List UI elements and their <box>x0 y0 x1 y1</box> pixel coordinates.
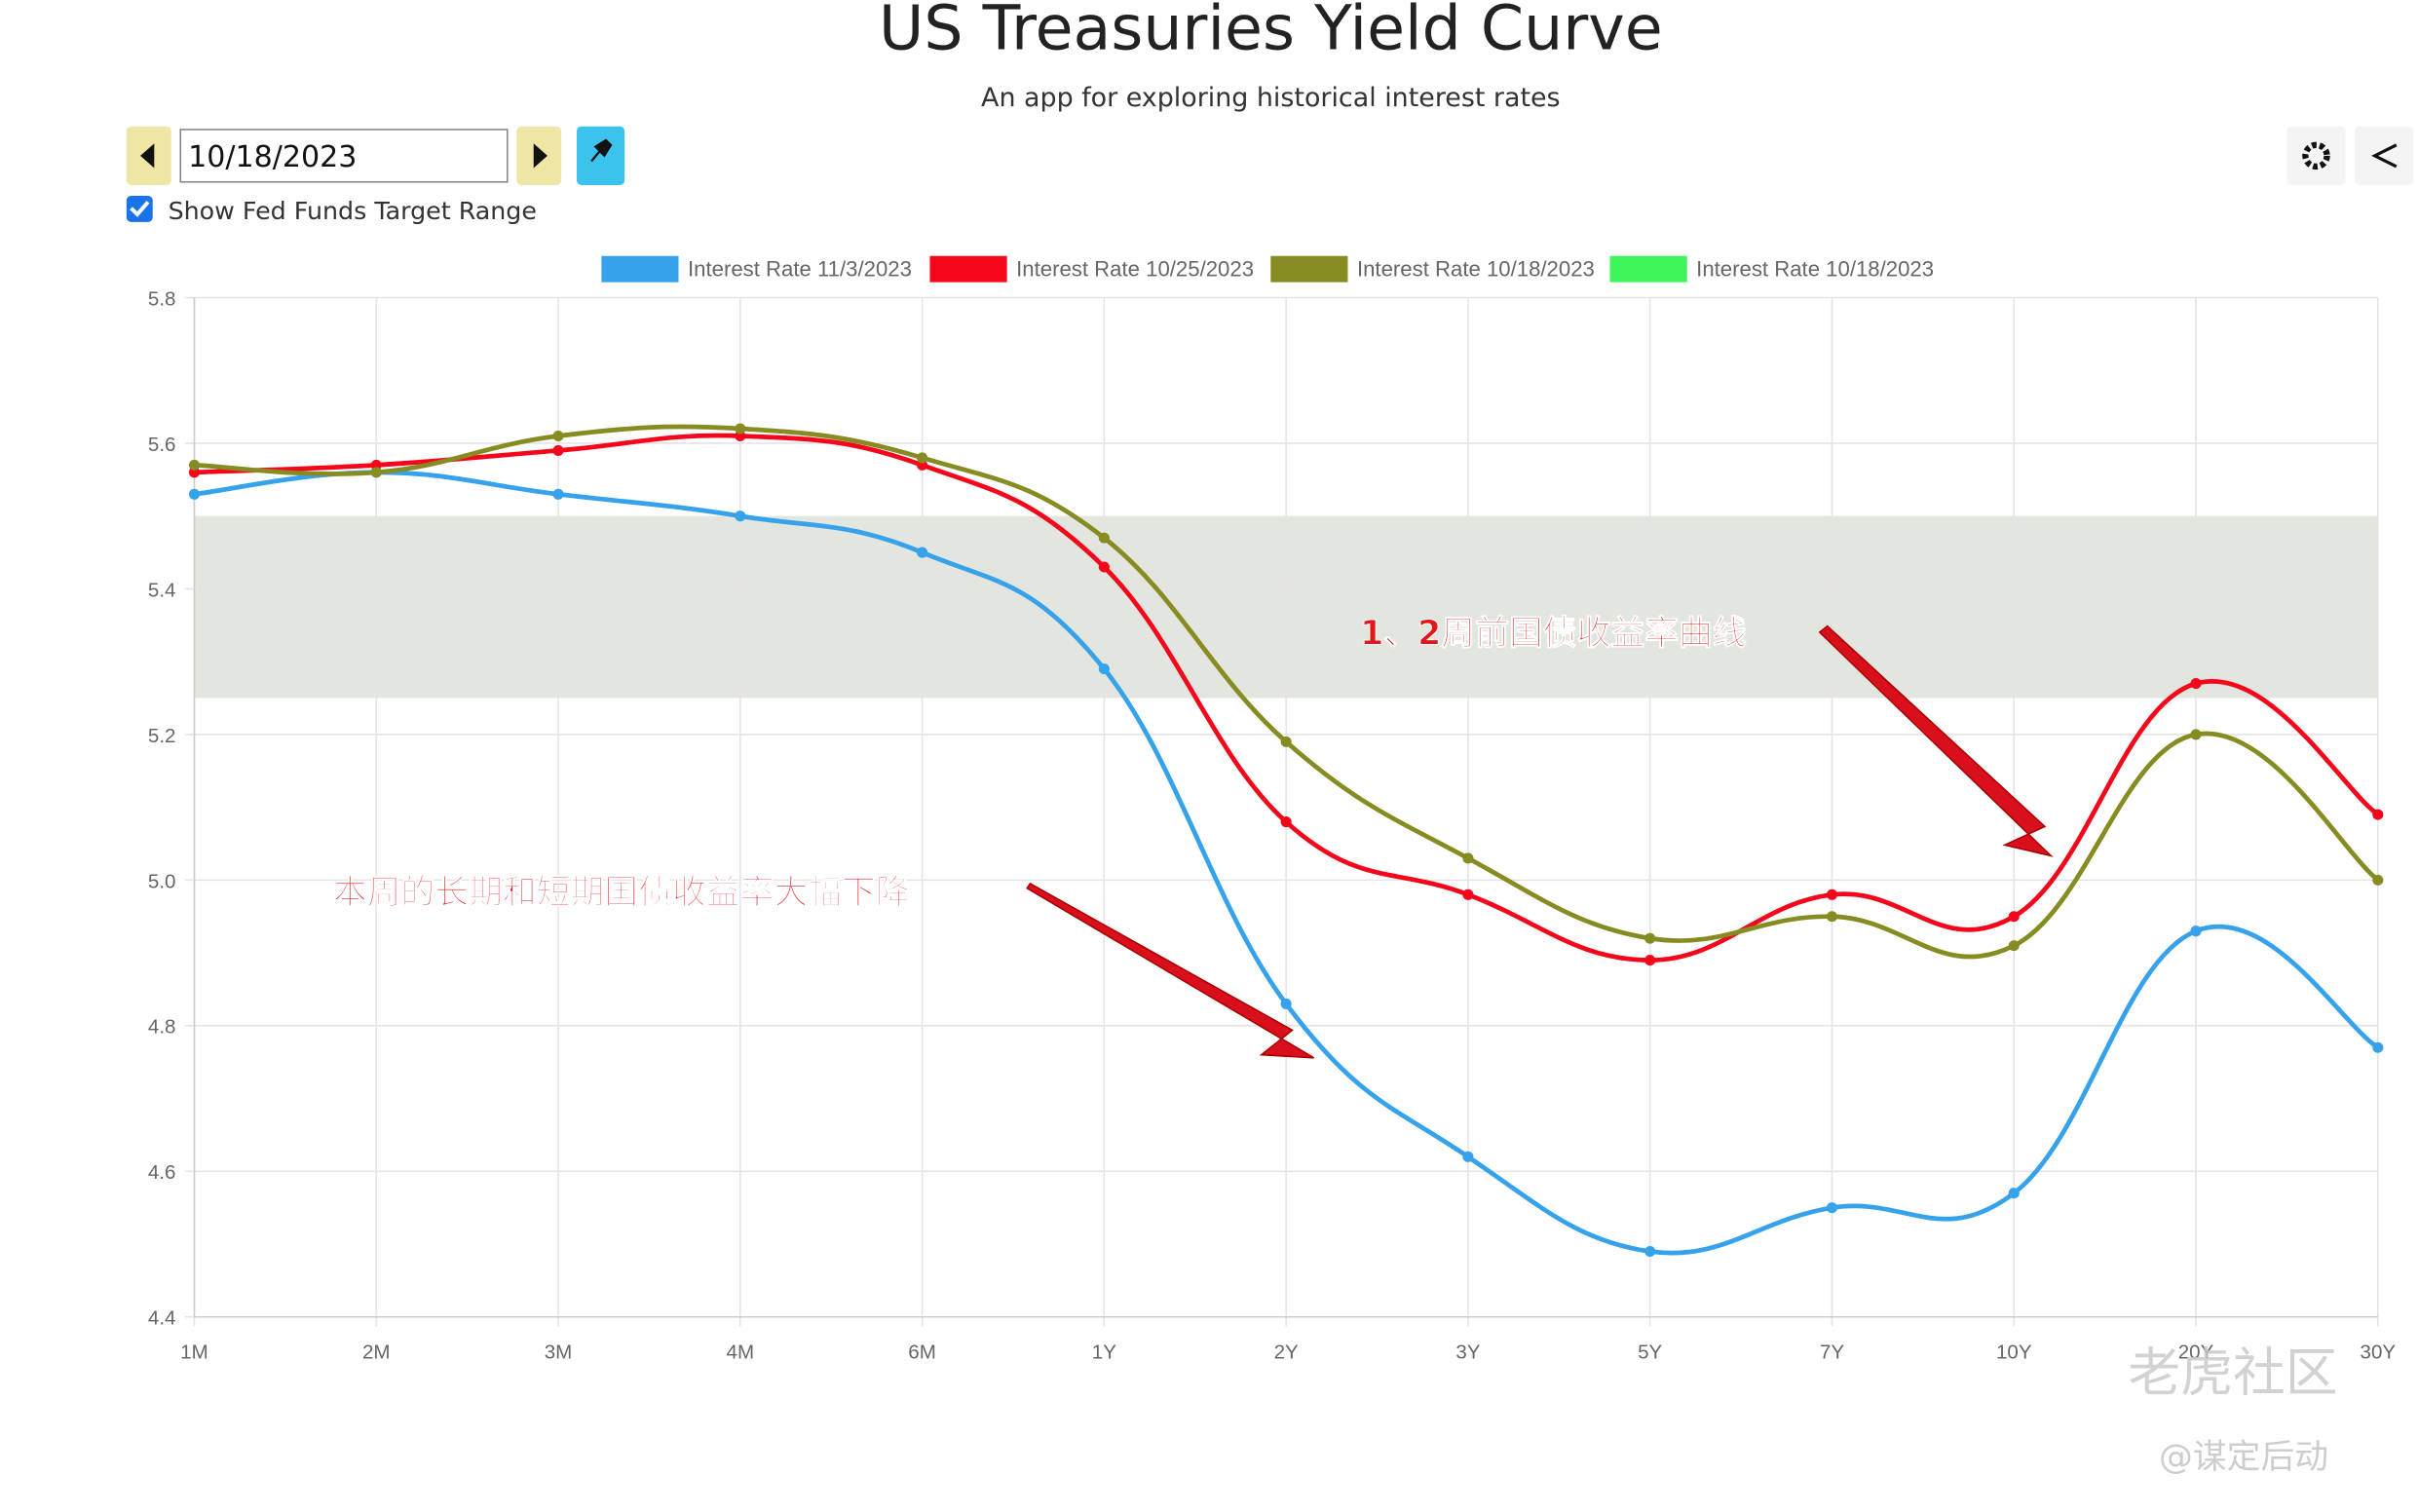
y-tick-label: 5.2 <box>148 725 176 747</box>
x-tick-label: 5Y <box>1638 1342 1662 1364</box>
x-tick-label: 6M <box>908 1342 936 1364</box>
x-tick-label: 20Y <box>2178 1342 2214 1364</box>
x-tick-label: 3M <box>545 1342 573 1364</box>
x-tick-label: 1M <box>180 1342 208 1364</box>
point <box>1826 911 1838 923</box>
point <box>2008 940 2020 952</box>
title: US Treasuries Yield Curve <box>879 0 1663 64</box>
point <box>1644 932 1656 944</box>
legend-swatch <box>601 255 679 283</box>
series-line <box>194 424 2380 960</box>
point <box>1280 736 1292 747</box>
pin-button[interactable] <box>577 126 625 185</box>
point <box>370 467 382 478</box>
point <box>1826 1202 1838 1214</box>
y-tick-label: 5.6 <box>148 434 176 456</box>
x-tick-label: 30Y <box>2361 1342 2397 1364</box>
x-tick-label: 1Y <box>1092 1342 1116 1364</box>
point <box>1462 852 1474 864</box>
point <box>2190 678 2202 690</box>
point <box>2372 1041 2384 1053</box>
y-tick-label: 5.4 <box>148 579 176 601</box>
point <box>1280 816 1292 828</box>
watermark: 老虎社区 <box>2128 1342 2337 1404</box>
settings-button[interactable] <box>2286 126 2346 185</box>
legend-label: Interest Rate 10/18/2023 <box>1357 256 1595 281</box>
legend-label: Interest Rate 11/3/2023 <box>688 256 912 281</box>
point <box>188 488 201 500</box>
point <box>1280 998 1292 1009</box>
point <box>2008 911 2020 923</box>
point <box>2372 874 2384 886</box>
arrow <box>1818 624 2054 857</box>
subtitle: An app for exploring historical interest… <box>981 83 1561 113</box>
checkmark <box>130 201 150 217</box>
point <box>1826 888 1838 900</box>
y-tick-label: 5.0 <box>148 870 176 892</box>
point <box>917 547 928 558</box>
x-tick-label: 4M <box>727 1342 755 1364</box>
legend-swatch <box>1609 255 1687 283</box>
point <box>188 459 201 471</box>
x-tick-label: 10Y <box>1996 1342 2032 1364</box>
point <box>1098 663 1110 675</box>
x-tick-label: 7Y <box>1820 1342 1844 1364</box>
arrow <box>1026 882 1315 1059</box>
plot: 4.4 4.6 4.8 5.0 5.2 5.4 5.6 5.8 1M 2M 3M 4M 6M 1Y 2Y 3Y… <box>148 255 2397 1364</box>
point <box>1644 955 1656 966</box>
point <box>2190 729 2202 740</box>
checkbox-label: Show Fed Funds Target Range <box>169 196 537 225</box>
point <box>1098 561 1110 573</box>
point <box>552 430 564 442</box>
x-tick-label: 2M <box>362 1342 391 1364</box>
point <box>2372 809 2384 820</box>
point <box>2008 1188 2020 1199</box>
annotation: 本周的长期和短期国债收益率大幅下降 <box>333 874 910 913</box>
annotation: 1、2周前国债收益率曲线 <box>1360 615 1747 654</box>
point <box>2190 926 2202 937</box>
next-icon <box>533 143 548 169</box>
point <box>552 444 564 456</box>
overlay: 1、2周前国债收益率曲线 本周的长期和短期国债收益率大幅下降 老虎社区 @谋定后… <box>332 614 2337 1477</box>
series-line <box>194 433 2380 963</box>
series-line <box>194 470 2380 1256</box>
date-text: 10/18/2023 <box>188 140 357 174</box>
share-button[interactable] <box>2355 126 2414 185</box>
prev-icon <box>140 143 155 169</box>
legend-swatch <box>929 255 1007 283</box>
legend-swatch <box>1270 255 1348 283</box>
point <box>735 423 746 435</box>
y-tick-label: 4.6 <box>148 1161 176 1184</box>
point <box>735 510 746 522</box>
settings-icon <box>2302 141 2330 170</box>
y-tick-label: 4.8 <box>148 1016 176 1039</box>
legend-label: Interest Rate 10/25/2023 <box>1016 256 1254 281</box>
point <box>1462 888 1474 900</box>
point <box>1098 532 1110 544</box>
point <box>1644 1245 1656 1258</box>
pin-icon <box>590 138 613 163</box>
date-input[interactable] <box>179 129 509 183</box>
x-tick-label: 2Y <box>1274 1342 1299 1364</box>
point <box>1462 1151 1474 1162</box>
x-tick-label: 3Y <box>1455 1342 1480 1364</box>
share-icon <box>2371 143 2398 169</box>
y-tick-label: 5.8 <box>148 287 176 310</box>
watermark: @谋定后动 <box>2159 1438 2328 1477</box>
y-tick-label: 4.4 <box>148 1307 176 1330</box>
point <box>552 488 564 500</box>
legend-label: Interest Rate 10/18/2023 <box>1696 256 1934 281</box>
point <box>917 452 928 464</box>
